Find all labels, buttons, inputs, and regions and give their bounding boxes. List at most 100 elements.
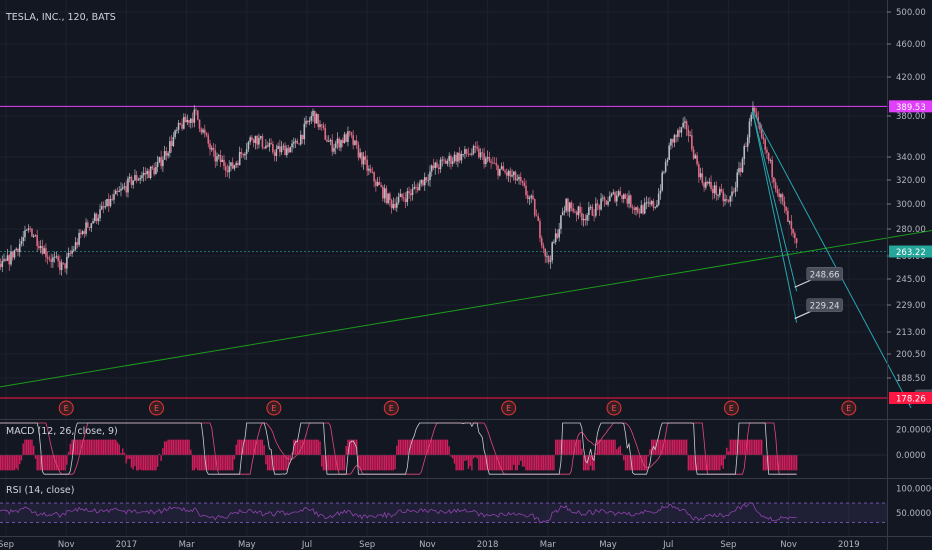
candle-body — [81, 231, 84, 234]
chart-title: TESLA, INC., 120, BATS — [5, 12, 116, 23]
candle-body — [713, 185, 716, 194]
candle-body — [24, 230, 26, 238]
candle-body — [596, 203, 599, 206]
time-tick-label: Nov — [780, 540, 797, 550]
candle-body — [787, 210, 789, 222]
earnings-event-icon[interactable] — [149, 400, 164, 416]
fan-lines[interactable] — [751, 110, 912, 409]
candle-body — [376, 182, 379, 186]
candle-body — [631, 207, 634, 209]
candle-body — [296, 140, 299, 144]
earnings-event-icon[interactable] — [501, 400, 517, 416]
time-tick-label: Jul — [662, 540, 673, 550]
candle-body — [312, 110, 314, 116]
candle-body — [95, 213, 98, 222]
candle-body — [146, 170, 148, 175]
candle-body — [446, 160, 449, 164]
candle-body — [31, 228, 33, 237]
candle-body — [525, 185, 527, 196]
candle-body — [792, 228, 794, 234]
earnings-event-icon[interactable] — [383, 400, 399, 416]
candle-body — [490, 161, 492, 163]
candle-body — [685, 121, 688, 130]
target-label-box[interactable] — [806, 298, 843, 312]
candle-body — [120, 188, 122, 191]
candle-body — [373, 172, 375, 182]
earnings-events[interactable]: EEEEEEEEE — [0, 400, 857, 416]
candle-body — [568, 202, 571, 212]
candle-body — [69, 252, 72, 254]
candle-body — [722, 191, 725, 202]
candle-body — [176, 129, 178, 131]
candle-body — [614, 192, 616, 202]
candle-body — [656, 204, 658, 207]
candle-body — [380, 184, 382, 187]
candle-body — [327, 141, 330, 143]
candle-body — [725, 199, 728, 201]
candle-body — [22, 237, 25, 242]
candle-body — [130, 176, 133, 185]
candle-body — [547, 256, 550, 262]
candle-body — [460, 154, 463, 161]
candle-body — [670, 138, 672, 146]
candle-body — [4, 259, 7, 261]
candle-body — [343, 134, 346, 143]
candle-body — [217, 155, 220, 157]
candle-body — [436, 162, 438, 168]
candle-body — [212, 147, 215, 151]
candle-body — [429, 171, 431, 181]
candles — [0, 101, 798, 276]
candle-body — [720, 189, 723, 192]
earnings-event-icon[interactable] — [841, 400, 857, 416]
candle-body — [474, 145, 477, 147]
macd-pane[interactable]: MACD (12, 26, close, 9) — [0, 422, 887, 475]
candle-body — [588, 207, 590, 216]
candle-body — [354, 140, 356, 145]
candle-body — [149, 166, 152, 178]
candle-body — [476, 146, 478, 149]
fan-line[interactable] — [751, 110, 798, 292]
candle-body — [478, 148, 480, 158]
candle-body — [385, 188, 388, 204]
fan-line[interactable] — [751, 110, 798, 323]
candle-body — [745, 146, 747, 147]
candle-body — [237, 163, 239, 166]
candle-body — [294, 140, 297, 143]
candle-body — [156, 161, 159, 167]
candle-body — [118, 190, 121, 192]
candle-body — [235, 163, 238, 166]
candle-body — [127, 178, 129, 193]
candle-body — [636, 207, 639, 213]
candle-body — [671, 138, 674, 143]
fan-line[interactable] — [752, 110, 912, 409]
earnings-event-icon[interactable] — [266, 400, 282, 416]
candle-body — [661, 172, 663, 191]
candle-body — [382, 186, 384, 199]
candle-body — [59, 261, 61, 271]
candle-body — [610, 193, 613, 197]
price-tick-label: 229.00 — [896, 301, 926, 311]
candle-body — [724, 199, 726, 202]
candle-body — [224, 166, 227, 171]
price-axis[interactable]: 500.00 460.00 420.00 380.00 340.00 320.00 300.… — [887, 8, 932, 519]
time-axis[interactable]: Sep Nov 2017 Mar May Jul Sep Nov 2018 Mar May Jul Se… — [0, 540, 860, 550]
candle-body — [497, 165, 499, 176]
ascending-trendline[interactable] — [0, 204, 932, 398]
candle-body — [3, 259, 5, 261]
candle-body — [565, 198, 567, 211]
candle-body — [582, 218, 585, 221]
rsi-pane[interactable]: RSI (14, close) — [0, 485, 887, 524]
candle-body — [174, 130, 176, 137]
candle-body — [151, 166, 154, 169]
candle-body — [705, 181, 707, 188]
candle-body — [694, 155, 697, 159]
earnings-event-icon[interactable] — [723, 400, 739, 416]
earnings-event-icon[interactable] — [58, 400, 74, 416]
candle-body — [205, 133, 208, 136]
candle-body — [347, 131, 349, 142]
target-label-box[interactable] — [806, 267, 843, 281]
candle-body — [114, 190, 117, 195]
earnings-event-icon[interactable] — [606, 400, 622, 416]
